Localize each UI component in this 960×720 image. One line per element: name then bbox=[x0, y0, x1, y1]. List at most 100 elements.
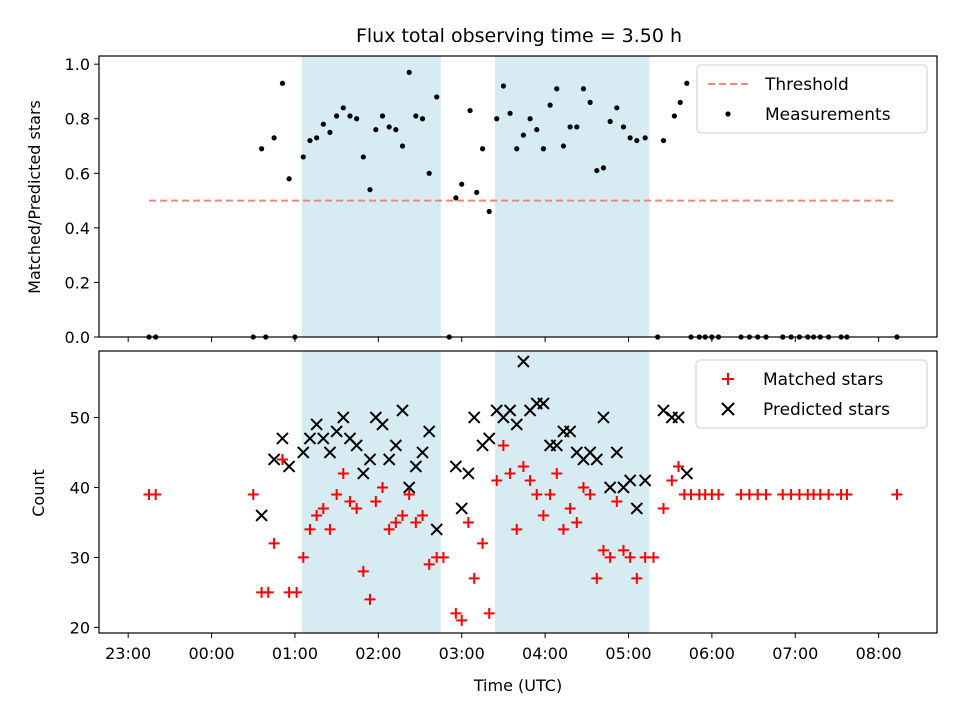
matched-star-marker-57 bbox=[624, 551, 636, 563]
legend-matched-swatch bbox=[722, 373, 734, 385]
matched-star-marker-52 bbox=[591, 572, 603, 584]
legend-matched-label: Matched stars bbox=[763, 370, 883, 390]
matched-star-marker-6 bbox=[276, 453, 288, 465]
measurement-point-8 bbox=[286, 176, 292, 182]
matched-star-marker-46 bbox=[551, 467, 563, 479]
top-y-ticks: 0.0 0.2 0.4 0.6 0.8 1.0 bbox=[65, 55, 99, 347]
measurement-point-32 bbox=[459, 181, 465, 187]
measurement-point-17 bbox=[354, 116, 360, 122]
top-y-tick-label-4: 0.8 bbox=[65, 110, 90, 129]
matched-star-marker-9 bbox=[297, 551, 309, 563]
predicted-star-marker-20 bbox=[402, 481, 416, 494]
measurement-point-51 bbox=[587, 99, 593, 105]
top-y-tick-label-3: 0.6 bbox=[65, 164, 90, 183]
measurement-point-57 bbox=[627, 135, 633, 141]
bottom-panel: 23:00 00:00 01:00 02:00 03:00 04:00 05:00 06:00… bbox=[29, 350, 938, 695]
measurement-point-7 bbox=[279, 80, 286, 86]
bot-observing-window-0 bbox=[301, 351, 441, 633]
matched-star-marker-69 bbox=[713, 488, 725, 500]
matched-star-marker-31 bbox=[450, 607, 462, 619]
matched-star-marker-55 bbox=[611, 495, 623, 507]
matched-star-marker-38 bbox=[497, 439, 509, 451]
matched-star-marker-80 bbox=[823, 488, 835, 500]
predicted-star-marker-8 bbox=[323, 446, 337, 459]
matched-star-marker-40 bbox=[511, 523, 523, 535]
bottom-legend-box bbox=[695, 359, 928, 429]
predicted-star-marker-0 bbox=[255, 509, 268, 522]
predicted-star-marker-16 bbox=[376, 418, 389, 431]
bot-y-tick-label-3: 50 bbox=[70, 408, 90, 427]
bot-y-tick-label-1: 30 bbox=[70, 548, 90, 567]
predicted-star-marker-23 bbox=[422, 425, 436, 438]
matched-star-marker-1 bbox=[150, 488, 162, 500]
measurement-point-23 bbox=[393, 127, 399, 133]
matched-star-marker-83 bbox=[891, 488, 903, 500]
measurement-point-54 bbox=[607, 118, 613, 125]
matched-star-marker-44 bbox=[537, 509, 549, 521]
predicted-stars-series bbox=[255, 355, 694, 536]
matched-star-marker-22 bbox=[383, 523, 395, 535]
measurement-point-20 bbox=[373, 127, 379, 133]
top-y-tick-label-0: 0.0 bbox=[65, 328, 90, 347]
measurement-point-18 bbox=[360, 154, 366, 160]
measurement-point-24 bbox=[399, 143, 406, 149]
top-observing-window-1 bbox=[495, 56, 650, 337]
measurement-point-41 bbox=[520, 132, 527, 138]
measurement-point-44 bbox=[540, 146, 547, 152]
matched-star-marker-45 bbox=[544, 488, 556, 500]
top-observing-window-0 bbox=[301, 56, 441, 337]
matched-star-marker-16 bbox=[344, 495, 356, 507]
top-axes-frame bbox=[98, 55, 938, 338]
matched-star-marker-37 bbox=[491, 474, 503, 486]
predicted-star-marker-40 bbox=[550, 439, 563, 452]
measurement-point-27 bbox=[419, 116, 426, 122]
matched-star-marker-41 bbox=[517, 460, 529, 472]
measurement-point-28 bbox=[426, 170, 432, 176]
x-tick-label-5: 04:00 bbox=[522, 644, 568, 663]
matched-star-marker-12 bbox=[317, 502, 329, 514]
predicted-star-marker-57 bbox=[680, 467, 694, 480]
matched-star-marker-27 bbox=[417, 509, 429, 521]
measurement-point-22 bbox=[386, 124, 392, 130]
measurement-point-62 bbox=[671, 113, 677, 119]
predicted-star-marker-28 bbox=[468, 411, 481, 424]
predicted-star-marker-52 bbox=[630, 502, 644, 515]
bottom-observing-windows bbox=[301, 351, 650, 633]
predicted-star-marker-4 bbox=[297, 446, 310, 459]
measurement-point-40 bbox=[514, 146, 520, 152]
predicted-star-marker-34 bbox=[510, 418, 523, 431]
legend-predicted-swatch bbox=[721, 402, 735, 416]
matched-star-marker-82 bbox=[841, 488, 853, 500]
matched-star-marker-63 bbox=[673, 460, 685, 472]
measurement-point-14 bbox=[334, 113, 340, 119]
measurement-point-35 bbox=[479, 146, 486, 152]
matched-star-marker-53 bbox=[597, 544, 609, 556]
measurement-point-33 bbox=[467, 107, 473, 114]
predicted-star-marker-51 bbox=[623, 474, 637, 487]
matched-star-marker-36 bbox=[483, 607, 495, 619]
x-tick-label-0: 23:00 bbox=[105, 644, 151, 663]
measurement-point-48 bbox=[567, 124, 573, 130]
bottom-legend: Matched stars Predicted stars bbox=[695, 359, 928, 429]
measurement-point-42 bbox=[527, 116, 533, 122]
predicted-star-marker-38 bbox=[537, 397, 550, 410]
predicted-star-marker-12 bbox=[350, 439, 363, 452]
predicted-star-marker-42 bbox=[563, 425, 577, 438]
measurement-point-59 bbox=[642, 135, 648, 141]
measurement-point-12 bbox=[320, 121, 326, 127]
matched-star-marker-60 bbox=[647, 551, 659, 563]
measurement-point-10 bbox=[307, 137, 313, 144]
matched-star-marker-4 bbox=[262, 586, 274, 598]
measurement-point-61 bbox=[660, 137, 667, 144]
matched-star-marker-18 bbox=[357, 565, 369, 577]
measurement-point-36 bbox=[486, 208, 492, 215]
predicted-star-marker-3 bbox=[282, 460, 296, 473]
matched-star-marker-35 bbox=[477, 537, 489, 549]
top-legend: Threshold Measurements bbox=[696, 64, 928, 134]
predicted-star-marker-2 bbox=[276, 432, 289, 445]
measurement-point-6 bbox=[271, 135, 277, 141]
matched-star-marker-21 bbox=[377, 481, 389, 493]
legend-measurements-swatch bbox=[725, 111, 731, 117]
predicted-star-marker-27 bbox=[462, 467, 475, 480]
legend-measurements-label: Measurements bbox=[765, 105, 891, 125]
